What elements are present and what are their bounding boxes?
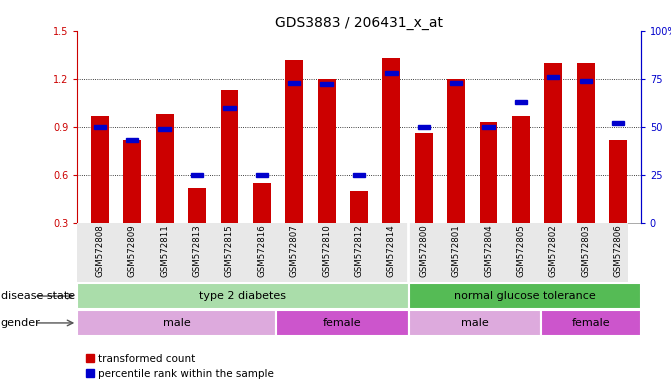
Bar [541,310,641,336]
Bar [91,116,109,223]
Text: GSM572811: GSM572811 [160,225,169,277]
Text: GSM572800: GSM572800 [419,225,428,277]
Text: GSM572812: GSM572812 [354,225,364,277]
Bar [482,125,495,129]
Bar [350,191,368,223]
Bar [612,121,624,125]
Bar [512,116,530,223]
Text: GSM572801: GSM572801 [452,225,461,277]
Bar [415,133,433,223]
Bar [577,63,595,223]
Text: GSM572810: GSM572810 [322,225,331,277]
Bar [409,283,641,309]
Bar [321,83,333,86]
Bar [276,310,409,336]
Bar [191,173,203,177]
Bar [77,283,409,309]
Text: disease state: disease state [1,291,74,301]
Bar [256,173,268,177]
Bar [417,125,430,129]
Text: GSM572803: GSM572803 [581,225,590,277]
Bar [253,183,270,223]
Bar [223,106,236,109]
Bar [450,81,462,84]
Bar [480,122,497,223]
Bar [448,79,465,223]
Bar [158,127,171,131]
Bar [156,114,174,223]
Bar [353,173,365,177]
Bar [126,138,138,142]
Text: type 2 diabetes: type 2 diabetes [199,291,287,301]
Text: GSM572809: GSM572809 [127,225,137,277]
Bar [547,75,560,79]
Text: GSM572814: GSM572814 [387,225,396,277]
Bar [94,125,106,129]
Bar [409,310,541,336]
Text: GSM572804: GSM572804 [484,225,493,277]
Text: GSM572806: GSM572806 [614,225,623,277]
Bar [123,139,141,223]
Bar [385,71,397,75]
Text: GSM572808: GSM572808 [95,225,104,277]
Text: GSM572816: GSM572816 [257,225,266,277]
Bar [285,60,303,223]
Text: GSM572815: GSM572815 [225,225,234,277]
Bar [580,79,592,83]
Text: GSM572807: GSM572807 [290,225,299,277]
Legend: transformed count, percentile rank within the sample: transformed count, percentile rank withi… [86,354,274,379]
Text: GSM572813: GSM572813 [193,225,201,277]
Text: male: male [461,318,489,328]
Text: normal glucose tolerance: normal glucose tolerance [454,291,596,301]
Bar [77,310,276,336]
Bar [288,81,301,84]
Title: GDS3883 / 206431_x_at: GDS3883 / 206431_x_at [275,16,443,30]
Bar [188,187,206,223]
Bar [382,58,401,223]
Bar [515,100,527,104]
Bar [221,90,238,223]
Text: gender: gender [1,318,40,328]
Text: male: male [163,318,191,328]
Text: GSM572802: GSM572802 [549,225,558,277]
Bar [317,79,336,223]
Text: female: female [323,318,362,328]
Text: female: female [572,318,611,328]
Bar [609,139,627,223]
Text: GSM572805: GSM572805 [517,225,525,277]
Bar [544,63,562,223]
